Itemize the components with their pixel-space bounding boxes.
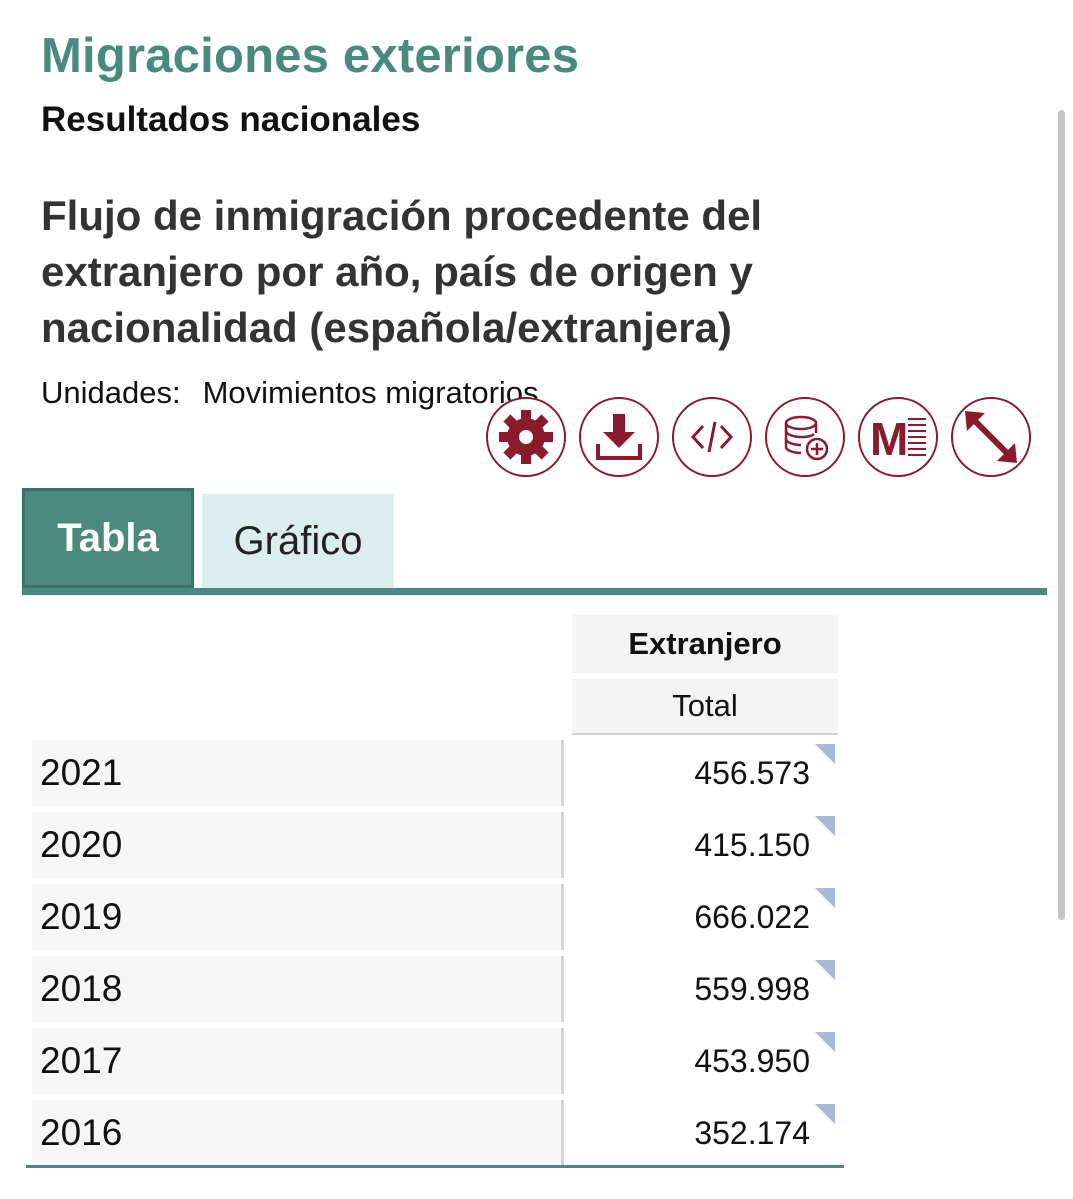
row-year: 2017 bbox=[32, 1028, 564, 1094]
table-row: 2021 456.573 bbox=[30, 740, 845, 812]
table-row: 2020 415.150 bbox=[30, 812, 845, 884]
table-row: 2017 453.950 bbox=[30, 1028, 845, 1100]
metadata-button[interactable]: M bbox=[858, 397, 938, 477]
table-bottom-border bbox=[26, 1165, 844, 1168]
column-header-total: Total bbox=[572, 679, 838, 735]
code-icon bbox=[690, 421, 734, 453]
row-year: 2019 bbox=[32, 884, 564, 950]
row-year: 2016 bbox=[32, 1100, 564, 1166]
cell-corner-icon bbox=[815, 1104, 835, 1124]
row-value[interactable]: 415.150 bbox=[694, 826, 810, 863]
site-title[interactable]: Migraciones exteriores bbox=[41, 29, 580, 83]
table-body: 2021 456.573 2020 415.150 2019 666.022 2… bbox=[30, 740, 845, 1172]
column-header-extranjero: Extranjero bbox=[572, 615, 838, 673]
add-to-database-button[interactable] bbox=[765, 397, 845, 477]
settings-button[interactable] bbox=[486, 397, 566, 477]
row-year: 2021 bbox=[32, 740, 564, 806]
units-label: Unidades: bbox=[41, 375, 181, 410]
tab-tabla[interactable]: Tabla bbox=[22, 488, 194, 588]
svg-text:M: M bbox=[870, 413, 908, 465]
cell-corner-icon bbox=[815, 1032, 835, 1052]
row-year: 2018 bbox=[32, 956, 564, 1022]
embed-code-button[interactable] bbox=[672, 397, 752, 477]
row-value[interactable]: 559.998 bbox=[694, 970, 810, 1007]
section-subtitle: Resultados nacionales bbox=[41, 100, 421, 139]
table-row: 2019 666.022 bbox=[30, 884, 845, 956]
database-add-icon bbox=[784, 415, 829, 461]
fullscreen-button[interactable] bbox=[951, 397, 1031, 477]
cell-corner-icon bbox=[815, 960, 835, 980]
scrollbar[interactable] bbox=[1058, 110, 1065, 920]
cell-corner-icon bbox=[815, 888, 835, 908]
tab-underline bbox=[22, 588, 1047, 595]
toolbar: M bbox=[486, 397, 1031, 477]
row-value[interactable]: 352.174 bbox=[694, 1114, 810, 1151]
row-year: 2020 bbox=[32, 812, 564, 878]
gear-icon bbox=[499, 410, 553, 464]
metadata-icon: M bbox=[870, 413, 926, 465]
row-value[interactable]: 456.573 bbox=[694, 754, 810, 791]
tab-grafico[interactable]: Gráfico bbox=[202, 494, 394, 588]
expand-icon bbox=[965, 411, 1017, 463]
download-button[interactable] bbox=[579, 397, 659, 477]
units-line: Unidades: Movimientos migratorios bbox=[41, 375, 539, 411]
view-tabs: Tabla Gráfico bbox=[22, 488, 1047, 596]
table-title: Flujo de inmigración procedente del extr… bbox=[41, 192, 763, 351]
cell-corner-icon bbox=[815, 816, 835, 836]
units-value: Movimientos migratorios bbox=[202, 375, 539, 410]
row-value[interactable]: 666.022 bbox=[694, 898, 810, 935]
cell-corner-icon bbox=[815, 744, 835, 764]
table-row: 2018 559.998 bbox=[30, 956, 845, 1028]
download-icon bbox=[596, 414, 642, 460]
row-value[interactable]: 453.950 bbox=[694, 1042, 810, 1079]
table-row: 2016 352.174 bbox=[30, 1100, 845, 1172]
